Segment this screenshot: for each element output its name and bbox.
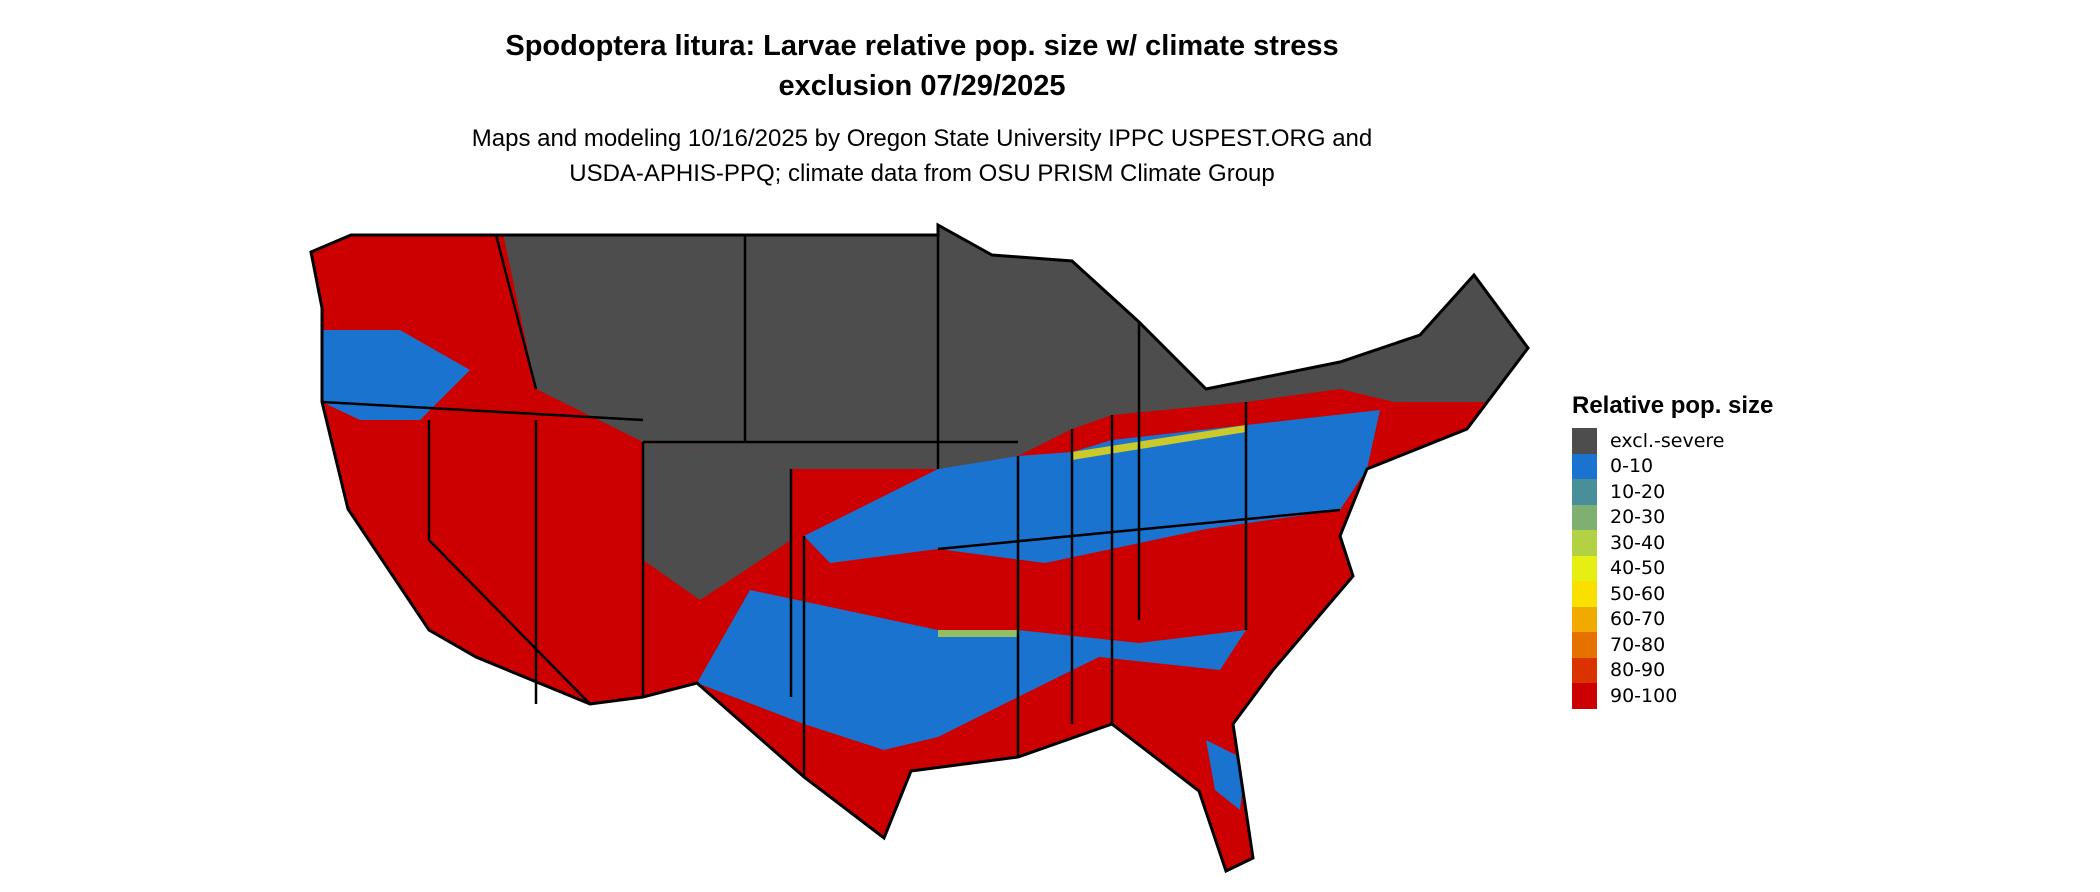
legend-swatch: [1572, 683, 1597, 709]
region-excl-severe-sw: [643, 442, 791, 600]
region-0-10-south: [697, 590, 1246, 750]
legend-label: 40-50: [1610, 557, 1666, 580]
legend-swatch: [1572, 632, 1597, 658]
legend-label: 0-10: [1610, 455, 1654, 478]
region-30-40: [938, 630, 1018, 637]
region-50-60: [1072, 425, 1246, 460]
legend-swatch: [1572, 555, 1597, 581]
map-subtitle-line2: USDA-APHIS-PPQ; climate data from OSU PR…: [569, 160, 1275, 187]
legend-label: 20-30: [1610, 506, 1666, 529]
legend-swatch: [1572, 428, 1597, 454]
legend-swatch: [1572, 504, 1597, 530]
legend-item: 30-40: [1572, 530, 1773, 556]
legend-item: 50-60: [1572, 581, 1773, 607]
legend-item: 70-80: [1572, 632, 1773, 658]
legend-item: 90-100: [1572, 683, 1773, 709]
legend-label: 70-80: [1610, 633, 1666, 656]
legend-swatch: [1572, 657, 1597, 683]
legend-item: excl.-severe: [1572, 428, 1773, 454]
legend-swatch: [1572, 530, 1597, 556]
state-borders: [321, 234, 1341, 777]
map-title-line2: exclusion 07/29/2025: [778, 70, 1066, 102]
region-0-10-west: [322, 330, 470, 420]
legend: Relative pop. size excl.-severe 0-10 10-20…: [1572, 392, 1773, 709]
legend-item: 80-90: [1572, 657, 1773, 683]
legend-item: 0-10: [1572, 453, 1773, 479]
legend-label: 50-60: [1610, 582, 1666, 605]
legend-swatch: [1572, 479, 1597, 505]
legend-item: 60-70: [1572, 606, 1773, 632]
region-0-10-florida: [1206, 740, 1246, 810]
legend-label: excl.-severe: [1610, 429, 1725, 452]
legend-item: 10-20: [1572, 479, 1773, 505]
legend-item: 20-30: [1572, 504, 1773, 530]
legend-title: Relative pop. size: [1572, 392, 1774, 419]
map-subtitle: Maps and modeling 10/16/2025 by Oregon S…: [471, 125, 1373, 152]
legend-label: 80-90: [1610, 659, 1666, 682]
region-0-10-central: [804, 410, 1380, 563]
legend-swatch: [1572, 581, 1597, 607]
legend-swatch: [1572, 453, 1597, 479]
legend-swatch: [1572, 606, 1597, 632]
legend-label: 60-70: [1610, 608, 1666, 631]
legend-label: 30-40: [1610, 531, 1666, 554]
legend-label: 10-20: [1610, 480, 1666, 503]
legend-label: 90-100: [1610, 684, 1678, 707]
legend-item: 40-50: [1572, 555, 1773, 581]
map-title: Spodoptera litura: Larvae relative pop. …: [505, 30, 1339, 62]
